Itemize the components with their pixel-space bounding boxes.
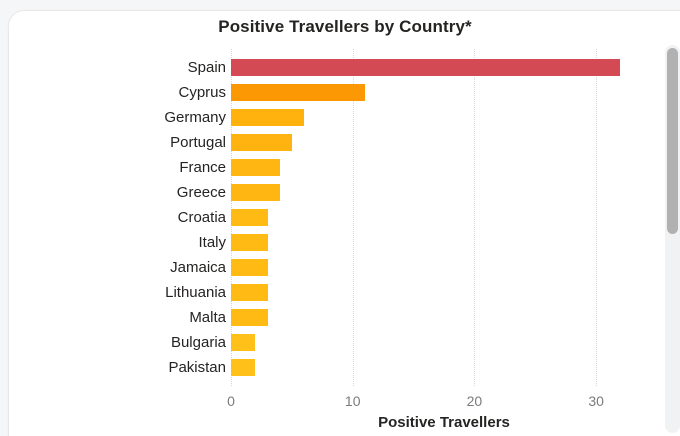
bar-cyprus[interactable] xyxy=(231,84,365,101)
vertical-scrollbar-track[interactable] xyxy=(665,45,680,433)
vertical-scrollbar-thumb[interactable] xyxy=(667,48,678,234)
x-axis-title: Positive Travellers xyxy=(378,414,510,431)
bar-germany[interactable] xyxy=(231,109,305,126)
x-tick-label-30: 30 xyxy=(588,393,604,409)
chart-card: Positive Travellers by Country* Spain Cyp… xyxy=(8,10,680,436)
category-label-malta: Malta xyxy=(189,309,226,326)
category-label-jamaica: Jamaica xyxy=(170,259,226,276)
bar-greece[interactable] xyxy=(231,184,280,201)
bar-pakistan[interactable] xyxy=(231,359,256,376)
bar-lithuania[interactable] xyxy=(231,284,268,301)
bar-jamaica[interactable] xyxy=(231,259,268,276)
bar-spain[interactable] xyxy=(231,59,621,76)
bar-italy[interactable] xyxy=(231,234,268,251)
category-label-greece: Greece xyxy=(176,184,226,201)
category-label-italy: Italy xyxy=(198,234,226,251)
chart-title: Positive Travellers by Country* xyxy=(218,17,472,36)
x-tick-label-10: 10 xyxy=(344,393,361,409)
x-tick-label-20: 20 xyxy=(466,393,483,409)
category-label-lithuania: Lithuania xyxy=(165,284,226,301)
category-label-france: France xyxy=(179,159,226,176)
bar-portugal[interactable] xyxy=(231,134,292,151)
category-label-cyprus: Cyprus xyxy=(178,84,226,101)
plot-area xyxy=(231,49,657,386)
category-label-bulgaria: Bulgaria xyxy=(170,334,226,351)
category-label-portugal: Portugal xyxy=(170,134,226,151)
gridline-20 xyxy=(474,49,476,386)
category-label-croatia: Croatia xyxy=(177,209,226,226)
x-tick-label-0: 0 xyxy=(227,393,235,409)
category-label-germany: Germany xyxy=(164,109,226,126)
bar-bulgaria[interactable] xyxy=(231,334,256,351)
bar-croatia[interactable] xyxy=(231,209,268,226)
gridline-10 xyxy=(352,49,354,386)
gridline-30 xyxy=(596,49,598,386)
bar-malta[interactable] xyxy=(231,309,268,326)
category-label-spain: Spain xyxy=(187,59,226,76)
bar-france[interactable] xyxy=(231,159,280,176)
category-label-pakistan: Pakistan xyxy=(168,359,226,376)
